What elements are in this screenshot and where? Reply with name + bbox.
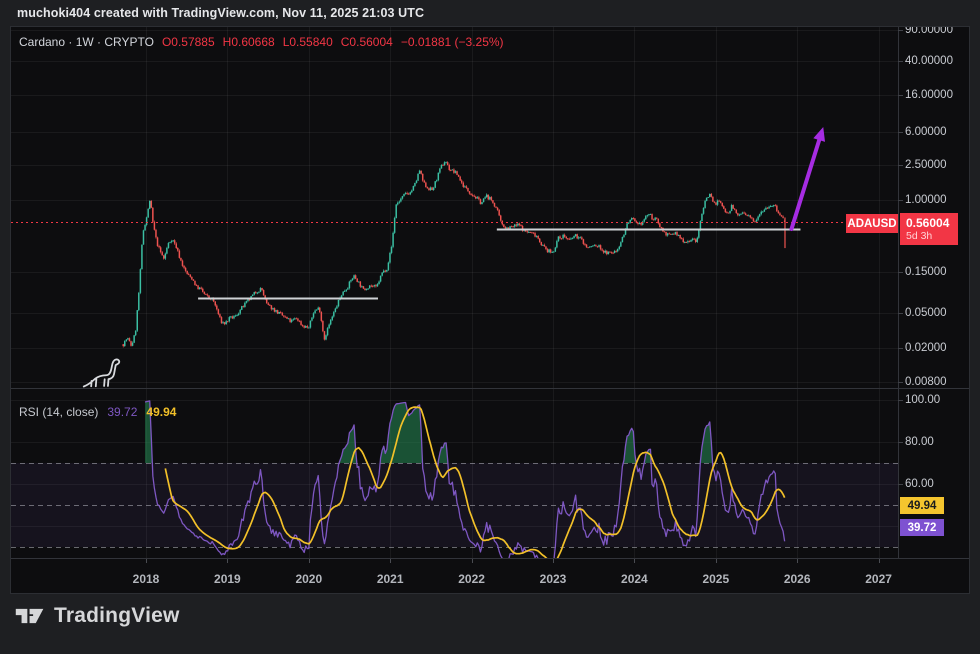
price-tick-label: 6.00000 (905, 126, 947, 139)
time-tick-label: 2019 (214, 572, 241, 586)
dino-sticker-icon[interactable] (81, 355, 127, 391)
last-price-badge: 0.56004 5d 3h (900, 213, 958, 245)
price-tick-label: 16.00000 (905, 89, 953, 102)
time-tick-label: 2018 (132, 572, 160, 586)
price-tick-label: 0.02000 (905, 341, 947, 354)
tradingview-attribution[interactable]: TradingView (14, 603, 180, 629)
time-tick-label: 2020 (295, 572, 323, 586)
price-chart-canvas[interactable] (11, 27, 969, 593)
time-tick-label: 2027 (865, 572, 892, 586)
rsi-legend: RSI (14, close) 39.72 49.94 (19, 405, 176, 419)
rsi-ma-badge: 49.94 (900, 497, 944, 514)
ohlc-high: H0.60668 (222, 35, 275, 49)
rsi-indicator-title[interactable]: RSI (14, close) (19, 405, 99, 419)
ohlc-low: L0.55840 (282, 35, 333, 49)
symbol-price-flag: ADAUSD (846, 214, 898, 233)
time-tick-label: 2022 (458, 572, 485, 586)
last-price-value: 0.56004 (906, 216, 950, 230)
time-tick-label: 2023 (539, 572, 567, 586)
brand-name[interactable]: TradingView (54, 604, 180, 627)
time-tick-label: 2024 (621, 572, 648, 586)
price-tick-label: 0.05000 (905, 307, 947, 320)
rsi-tick-label: 80.00 (905, 436, 934, 448)
rsi-ma-value: 49.94 (146, 405, 177, 419)
price-tick-label: 0.15000 (905, 265, 947, 278)
page-title: muchoki404 created with TradingView.com,… (17, 6, 425, 20)
chart-legend: Cardano · 1W · CRYPTO O0.57885 H0.60668 … (19, 35, 504, 49)
rsi-value: 39.72 (107, 405, 138, 419)
ohlc-open: O0.57885 (161, 35, 215, 49)
price-tick-label: 0.00800 (905, 376, 947, 389)
time-tick-label: 2026 (783, 572, 811, 586)
price-tick-label: 90.00000 (905, 26, 953, 36)
time-tick-label: 2021 (376, 572, 404, 586)
price-tick-label: 40.00000 (905, 54, 953, 67)
rsi-badge: 39.72 (900, 519, 944, 536)
symbol-title[interactable]: Cardano · 1W · CRYPTO (19, 35, 154, 49)
tradingview-logo-icon[interactable] (14, 603, 46, 629)
rsi-tick-label: 100.00 (905, 394, 941, 406)
time-tick-label: 2025 (702, 572, 730, 586)
ohlc-close: C0.56004 (340, 35, 393, 49)
chart-frame: Cardano · 1W · CRYPTO O0.57885 H0.60668 … (10, 26, 970, 594)
bar-countdown: 5d 3h (906, 230, 933, 242)
price-tick-label: 2.50000 (905, 159, 947, 172)
ohlc-change: −0.01881 (−3.25%) (400, 35, 504, 49)
rsi-tick-label: 60.00 (905, 478, 934, 490)
price-tick-label: 1.00000 (905, 194, 947, 206)
